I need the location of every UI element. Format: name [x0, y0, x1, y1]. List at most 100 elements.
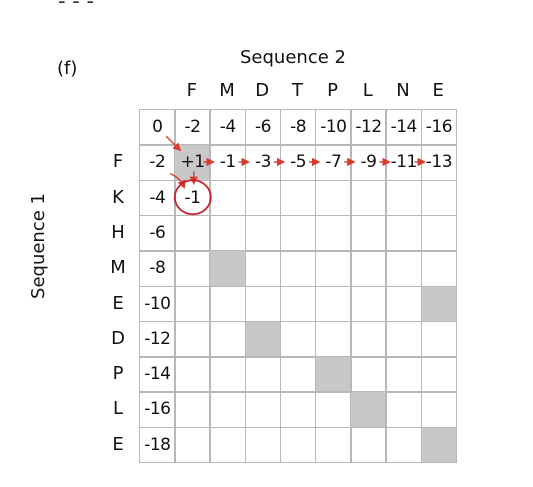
sequence-1-letter: L: [108, 391, 128, 426]
score-cell: -12: [350, 109, 387, 146]
score-cell: [209, 180, 246, 217]
score-cell: [350, 180, 387, 217]
score-cell: -1: [209, 144, 246, 181]
score-cell: -14: [139, 356, 176, 393]
sequence-2-letter: D: [245, 80, 280, 101]
score-cell: -18: [139, 427, 176, 464]
score-cell: [280, 321, 317, 358]
score-cell: -12: [139, 321, 176, 358]
score-cell: [174, 215, 211, 252]
match-cell: [315, 356, 352, 393]
sequence-2-letter: N: [385, 80, 420, 101]
score-cell: [385, 215, 422, 252]
score-cell: [209, 391, 246, 428]
sequence-2-letter: E: [421, 80, 456, 101]
sequence-2-letter: M: [209, 80, 244, 101]
score-cell: [421, 250, 458, 287]
score-cell: -2: [174, 109, 211, 146]
alignment-matrix: 0 -2 -4 -6 -8 -10 -12 -14 -16 -2 +1 -1 -3 -5 -7 -9 -11 -1…: [139, 109, 456, 462]
score-cell: -7: [315, 144, 352, 181]
score-cell: [350, 250, 387, 287]
score-cell: [245, 391, 282, 428]
score-cell: [315, 180, 352, 217]
score-cell: [385, 180, 422, 217]
sequence-1-letter: D: [108, 321, 128, 356]
score-cell: [350, 321, 387, 358]
score-cell: [245, 356, 282, 393]
score-cell: 0: [139, 109, 176, 146]
score-cell: -1: [174, 180, 211, 217]
score-cell: [209, 427, 246, 464]
match-cell: [209, 250, 246, 287]
sequence-1-letter: P: [108, 356, 128, 391]
score-cell: [174, 356, 211, 393]
score-cell: [245, 180, 282, 217]
score-cell: [315, 391, 352, 428]
sequence-2-title: Sequence 2: [240, 47, 346, 68]
sequence-1-letter: F: [108, 144, 128, 179]
match-cell: [245, 321, 282, 358]
score-cell: [209, 356, 246, 393]
sequence-2-letter: F: [174, 80, 209, 101]
score-cell: [421, 215, 458, 252]
score-cell: [350, 427, 387, 464]
score-cell: [315, 427, 352, 464]
score-cell: [421, 180, 458, 217]
score-cell: [385, 427, 422, 464]
sequence-2-letter: L: [350, 80, 385, 101]
match-cell: [350, 391, 387, 428]
score-cell: -4: [139, 180, 176, 217]
score-cell: [421, 321, 458, 358]
score-cell: -11: [385, 144, 422, 181]
score-cell: -13: [421, 144, 458, 181]
score-cell: [209, 321, 246, 358]
score-cell: [350, 215, 387, 252]
score-cell: -2: [139, 144, 176, 181]
score-cell: [350, 356, 387, 393]
score-cell: [174, 427, 211, 464]
score-cell: [385, 391, 422, 428]
score-cell: [315, 321, 352, 358]
score-cell: -16: [421, 109, 458, 146]
score-cell: -10: [139, 286, 176, 323]
score-cell: -6: [139, 215, 176, 252]
score-cell: [174, 286, 211, 323]
match-cell: [421, 286, 458, 323]
sequence-2-letter: T: [280, 80, 315, 101]
score-cell: -8: [139, 250, 176, 287]
score-cell: [350, 286, 387, 323]
score-cell: [280, 356, 317, 393]
score-cell: [209, 286, 246, 323]
score-cell: -6: [245, 109, 282, 146]
score-cell: [280, 286, 317, 323]
sequence-1-title: Sequence 1: [28, 186, 49, 306]
sequence-1-letter: M: [108, 250, 128, 285]
sequence-2-letter: P: [315, 80, 350, 101]
score-cell: -14: [385, 109, 422, 146]
cropped-header-text: ‐ ‐ ‐: [58, 0, 94, 13]
score-cell: -10: [315, 109, 352, 146]
match-cell: [421, 427, 458, 464]
score-cell: [280, 391, 317, 428]
score-cell: [245, 215, 282, 252]
score-cell: [245, 250, 282, 287]
score-cell: -5: [280, 144, 317, 181]
panel-label: (f): [57, 58, 77, 79]
score-cell: [174, 391, 211, 428]
score-cell: [174, 250, 211, 287]
score-cell: [245, 286, 282, 323]
score-cell: -4: [209, 109, 246, 146]
sequence-1-letter: E: [108, 427, 128, 462]
score-cell: [385, 250, 422, 287]
sequence-1-letter: K: [108, 180, 128, 215]
score-cell: [245, 427, 282, 464]
score-cell: -16: [139, 391, 176, 428]
score-cell: [280, 180, 317, 217]
score-cell: [421, 391, 458, 428]
score-cell: -3: [245, 144, 282, 181]
score-cell: [385, 356, 422, 393]
sequence-1-letter: H: [108, 215, 128, 250]
score-cell: [421, 356, 458, 393]
score-cell: [209, 215, 246, 252]
score-cell: [280, 215, 317, 252]
